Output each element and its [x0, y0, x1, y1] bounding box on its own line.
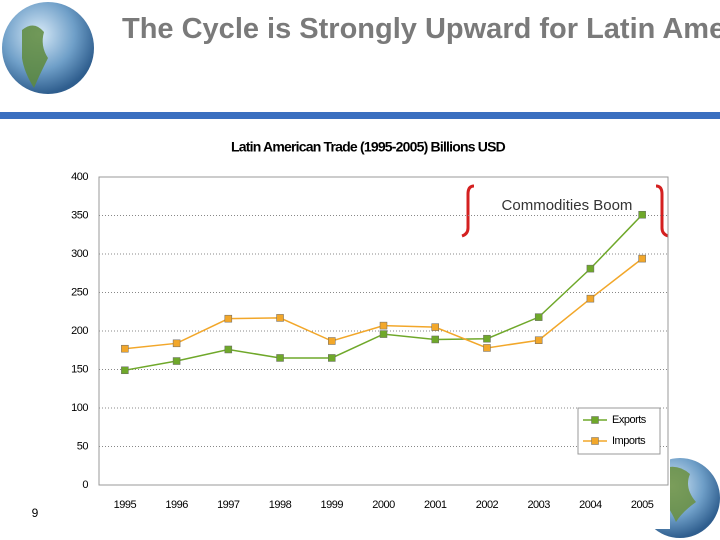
chart-area: [60, 119, 670, 529]
data-point: [172, 357, 181, 365]
data-point: [431, 335, 439, 344]
y-tick-label: 150: [71, 363, 88, 375]
legend-marker: [591, 437, 599, 445]
y-tick-label: 50: [77, 440, 89, 452]
data-point: [379, 330, 388, 338]
x-tick-label: 1996: [165, 499, 188, 511]
y-tick-label: 300: [71, 248, 88, 260]
legend-label: Exports: [612, 414, 647, 426]
data-point: [638, 210, 646, 219]
x-tick-label: 1997: [217, 499, 240, 511]
chart-title: Latin American Trade (1995-2005) Billion…: [231, 139, 506, 155]
data-point: [586, 264, 595, 273]
x-tick-label: 1995: [114, 499, 137, 511]
x-tick-label: 2004: [579, 499, 602, 511]
data-point: [379, 321, 388, 330]
legend-label: Imports: [612, 435, 646, 447]
globe-icon: [2, 2, 94, 94]
y-tick-label: 0: [82, 479, 88, 491]
x-tick-label: 2001: [424, 499, 447, 511]
y-tick-label: 350: [71, 209, 88, 221]
header-band: [0, 112, 720, 119]
data-point: [172, 339, 181, 348]
x-tick-label: 2000: [372, 499, 395, 511]
slide-title: The Cycle is Strongly Upward for Latin A…: [122, 13, 720, 45]
y-tick-label: 100: [71, 402, 88, 414]
slide-title-text: The Cycle is Strongly Upward for Latin A…: [122, 13, 720, 45]
data-point: [224, 345, 233, 354]
x-tick-label: 2002: [476, 499, 499, 511]
x-tick-label: 2005: [631, 499, 654, 511]
y-tick-label: 400: [71, 171, 88, 183]
legend-marker: [591, 416, 599, 424]
y-tick-label: 250: [71, 286, 88, 298]
data-point: [586, 294, 595, 303]
data-point: [483, 334, 491, 343]
data-point: [121, 366, 129, 375]
globe-land: [22, 25, 48, 89]
data-point: [121, 344, 129, 353]
data-point: [534, 336, 543, 344]
data-point: [276, 314, 284, 322]
plot-border: [98, 176, 669, 486]
x-tick-label: 1998: [269, 499, 292, 511]
data-point: [224, 314, 233, 323]
data-point: [638, 254, 646, 263]
data-point: [328, 354, 336, 362]
legend-box: [577, 407, 661, 455]
annotation: Commodities Boom: [502, 197, 633, 214]
x-tick-label: 2003: [527, 499, 550, 511]
data-point: [431, 323, 439, 331]
data-point: [534, 313, 543, 321]
page-number: 9: [32, 506, 39, 520]
x-tick-label: 1999: [321, 499, 344, 511]
data-point: [483, 344, 491, 352]
y-tick-label: 200: [71, 325, 88, 337]
data-point: [328, 337, 336, 345]
annotation-bracket: [461, 184, 669, 238]
data-point: [276, 354, 284, 362]
